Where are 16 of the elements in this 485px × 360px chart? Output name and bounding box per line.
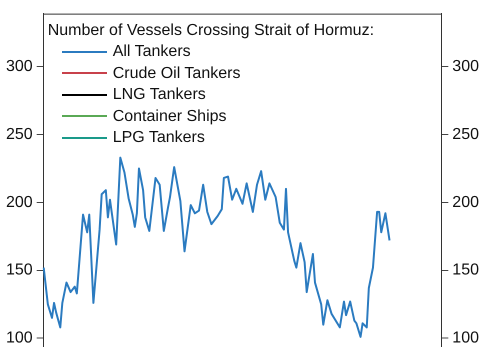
y-tick-label: 250 <box>6 126 33 143</box>
y2-tick-label: 300 <box>452 58 480 75</box>
y-tick-label: 100 <box>6 330 33 347</box>
legend-label: Container Ships <box>112 106 227 127</box>
y2-tick-label: 250 <box>452 126 480 143</box>
y-tick-label: 200 <box>6 194 33 211</box>
legend-label: Crude Oil Tankers <box>112 64 240 84</box>
y2-tick-label: 200 <box>452 194 480 211</box>
legend-label: All Tankers <box>112 42 191 62</box>
legend-label: LNG Tankers <box>112 85 206 106</box>
legend-title: Number of Vessels Crossing Strait of Hormuz: <box>48 20 374 41</box>
legend-label: LPG Tankers <box>112 128 205 148</box>
y2-tick-label: 100 <box>452 330 480 347</box>
y2-tick-label: 150 <box>452 262 480 279</box>
y-tick-label: 150 <box>6 262 33 279</box>
y-tick-label: 300 <box>6 58 33 75</box>
